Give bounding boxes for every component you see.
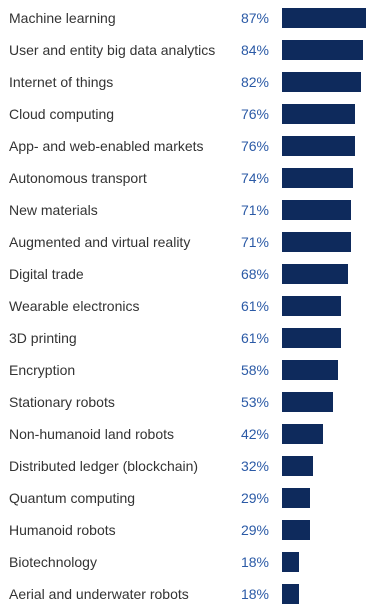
bar [282,328,341,348]
bar [282,136,355,156]
value-label: 53% [240,394,269,410]
value-label: 18% [240,586,269,602]
category-label: User and entity big data analytics [9,42,216,58]
value-label: 42% [240,426,269,442]
value-label: 68% [240,266,269,282]
bar-row: Aerial and underwater robots 18% [0,578,366,610]
category-label: Quantum computing [9,490,136,506]
value-label: 29% [240,490,269,506]
bar [282,296,341,316]
category-label: 3D printing [9,330,77,346]
value-label: 61% [240,298,269,314]
value-label: 71% [240,202,269,218]
value-label: 74% [240,170,269,186]
bar-row: Augmented and virtual reality 71% [0,226,366,258]
bar [282,424,323,444]
value-label: 87% [240,10,269,26]
bar-row: Stationary robots 53% [0,386,366,418]
category-label: Stationary robots [9,394,115,410]
bar-row: Encryption 58% [0,354,366,386]
category-label: App- and web-enabled markets [9,138,204,154]
category-label: Humanoid robots [9,522,116,538]
bar-row: Internet of things 82% [0,66,366,98]
bar [282,584,299,604]
bar-row: Autonomous transport 74% [0,162,366,194]
bar [282,488,310,508]
bar-row: Biotechnology 18% [0,546,366,578]
bar-row: Distributed ledger (blockchain) 32% [0,450,366,482]
bar-row: User and entity big data analytics 84% [0,34,366,66]
bar [282,552,299,572]
bar [282,456,313,476]
category-label: Autonomous transport [9,170,147,186]
category-label: Distributed ledger (blockchain) [9,458,199,474]
bar [282,264,348,284]
category-label: Machine learning [9,10,116,26]
bar [282,168,353,188]
value-label: 76% [240,106,269,122]
bar-row: Humanoid robots 29% [0,514,366,546]
value-label: 82% [240,74,269,90]
value-label: 18% [240,554,269,570]
value-label: 58% [240,362,269,378]
bar-row: Machine learning 87% [0,2,366,34]
value-label: 61% [240,330,269,346]
bar [282,360,338,380]
bar [282,8,366,28]
category-label: Augmented and virtual reality [9,234,191,250]
category-label: Aerial and underwater robots [9,586,189,602]
bar-row: 3D printing 61% [0,322,366,354]
category-label: New materials [9,202,98,218]
value-label: 76% [240,138,269,154]
value-label: 29% [240,522,269,538]
bar [282,520,310,540]
bar [282,72,361,92]
bar [282,104,355,124]
bar [282,40,363,60]
bar-row: Non-humanoid land robots 42% [0,418,366,450]
category-label: Biotechnology [9,554,97,570]
bar-row: Digital trade 68% [0,258,366,290]
bar [282,200,351,220]
bar-row: Quantum computing 29% [0,482,366,514]
category-label: Cloud computing [9,106,115,122]
category-label: Encryption [9,362,76,378]
value-label: 71% [240,234,269,250]
category-label: Internet of things [9,74,114,90]
category-label: Wearable electronics [9,298,140,314]
value-label: 32% [240,458,269,474]
value-label: 84% [240,42,269,58]
bar-row: Cloud computing 76% [0,98,366,130]
bar-row: Wearable electronics 61% [0,290,366,322]
bar-row: New materials 71% [0,194,366,226]
category-label: Digital trade [9,266,84,282]
bar [282,392,333,412]
bar-row: App- and web-enabled markets 76% [0,130,366,162]
category-label: Non-humanoid land robots [9,426,174,442]
bar [282,232,351,252]
